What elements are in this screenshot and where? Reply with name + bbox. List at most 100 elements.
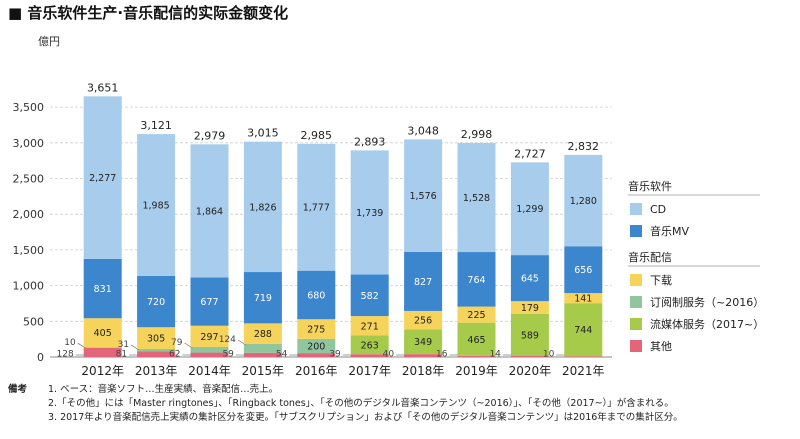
- bar-segment: [457, 142, 496, 253]
- segment-label: 582: [361, 291, 379, 302]
- bar-stack: 14 589 179 645 1,299 2,727: [489, 147, 549, 360]
- bar-segment: [564, 293, 603, 304]
- bar-stack: 128 10 405 831 2,277 3,651: [57, 81, 122, 360]
- segment-label: 288: [254, 329, 272, 340]
- segment-label: 1,280: [570, 196, 597, 207]
- bar-segment: [350, 354, 389, 357]
- segment-label: 680: [307, 290, 325, 301]
- segment-label: 764: [467, 275, 485, 286]
- leader-line: [130, 344, 140, 351]
- bar-segment: [510, 356, 549, 357]
- x-tick-label: 2014年: [188, 364, 231, 378]
- segment-label: 124: [219, 335, 236, 345]
- segment-label: 81: [116, 350, 127, 360]
- total-label: 2,979: [194, 129, 226, 142]
- segment-label: 263: [361, 340, 379, 351]
- note-line-1: 1. ベース：音楽ソフト…生産実績、音楽配信…売上。: [48, 384, 279, 395]
- bar-segment: [297, 319, 336, 339]
- segment-label: 1,299: [516, 204, 543, 215]
- x-axis: 2012年 2013年 2014年 2015年 2016年 2017年 2018年 2019年…: [81, 364, 604, 378]
- segment-label: 1,576: [409, 191, 436, 202]
- bar-segment: [83, 347, 122, 357]
- stacked-bar-chart: 億円 0 500 1,000 1,500 2,000 2,500 3,000 3,500 12…: [13, 35, 765, 378]
- segment-label: 831: [94, 284, 112, 295]
- x-tick-label: 2013年: [135, 364, 178, 378]
- segment-label: 1,985: [142, 200, 169, 211]
- bar-segment: [137, 134, 176, 276]
- total-label: 3,048: [407, 124, 439, 137]
- segment-label: 656: [574, 265, 592, 276]
- legend-heading: 音乐配信: [628, 250, 672, 264]
- leader-line: [184, 342, 193, 349]
- bar-stack: 16 465 225 764 1,528 2,998: [436, 128, 496, 360]
- legend-label: CD: [650, 203, 666, 216]
- bar-segment: [83, 96, 122, 259]
- bar-segment: [243, 141, 282, 273]
- y-tick-label: 3,500: [13, 101, 45, 114]
- bar-segment: [564, 356, 603, 357]
- segment-label: 256: [414, 316, 432, 327]
- bar-segment: [404, 139, 443, 252]
- bar-segment: [297, 338, 336, 354]
- x-tick-label: 2020年: [509, 364, 552, 378]
- total-label: 3,015: [247, 127, 279, 140]
- y-tick-label: 2,500: [13, 173, 45, 186]
- x-tick-label: 2017年: [348, 364, 391, 378]
- x-tick-label: 2012年: [81, 364, 124, 378]
- total-label: 2,985: [301, 129, 333, 142]
- bar-segment: [190, 144, 229, 278]
- legend-label: 流媒体服务（2017~）: [650, 317, 764, 331]
- notes-heading: 備考: [8, 384, 28, 395]
- bar-segment: [137, 351, 176, 357]
- segment-label: 40: [383, 350, 395, 360]
- segment-label: 225: [467, 310, 485, 321]
- bar-segment: [564, 154, 603, 247]
- bar-segment: [404, 329, 443, 355]
- legend-label: 其他: [650, 340, 672, 353]
- bar-stack: 54 200 275 680 1,777 2,985: [276, 129, 336, 360]
- segment-label: 297: [200, 332, 218, 343]
- x-tick-label: 2015年: [242, 364, 285, 378]
- segment-label: 16: [436, 350, 448, 360]
- bar-segment: [190, 346, 229, 353]
- segment-label: 62: [169, 350, 180, 360]
- bar-stack: 10 744 141 656 1,280 2,832: [543, 140, 603, 360]
- y-axis-unit-label: 億円: [38, 35, 60, 48]
- bar-segment: [297, 143, 336, 271]
- x-tick-label: 2016年: [295, 364, 338, 378]
- bar-segment: [190, 325, 229, 347]
- bar-segment: [190, 277, 229, 326]
- bar-segment: [404, 310, 443, 330]
- segment-label: 1,739: [356, 208, 383, 219]
- bar-stack: 39 263 271 582 1,739 2,893: [329, 135, 389, 360]
- legend-heading: 音乐软件: [628, 179, 672, 193]
- bar-segment: [243, 323, 282, 344]
- y-tick-label: 3,000: [13, 137, 45, 150]
- segment-label: 141: [574, 294, 592, 305]
- bar-segment: [457, 306, 496, 323]
- y-tick-label: 500: [23, 315, 44, 328]
- leader-line: [237, 339, 247, 346]
- segment-label: 200: [307, 342, 325, 353]
- bar-segment: [564, 303, 603, 357]
- segment-label: 39: [329, 350, 341, 360]
- segment-label: 79: [171, 338, 183, 348]
- bar-segment: [404, 251, 443, 311]
- bar-segment: [510, 162, 549, 256]
- bar-segment: [404, 354, 443, 357]
- legend-label: 下载: [650, 274, 672, 287]
- segment-label: 744: [574, 325, 592, 336]
- segment-label: 31: [118, 340, 129, 350]
- note-line-2: 2.「その他」には「Master ringtones」、「Ringback to…: [48, 398, 674, 409]
- bar-segment: [243, 352, 282, 357]
- bar-segment: [510, 313, 549, 357]
- y-tick-label: 0: [37, 351, 44, 364]
- legend-swatch: [630, 225, 642, 237]
- segment-label: 1,777: [303, 203, 330, 214]
- x-tick-label: 2021年: [562, 364, 605, 378]
- legend-swatch: [630, 318, 642, 330]
- bar-stack: 62 79 297 677 1,864 2,979: [169, 129, 229, 360]
